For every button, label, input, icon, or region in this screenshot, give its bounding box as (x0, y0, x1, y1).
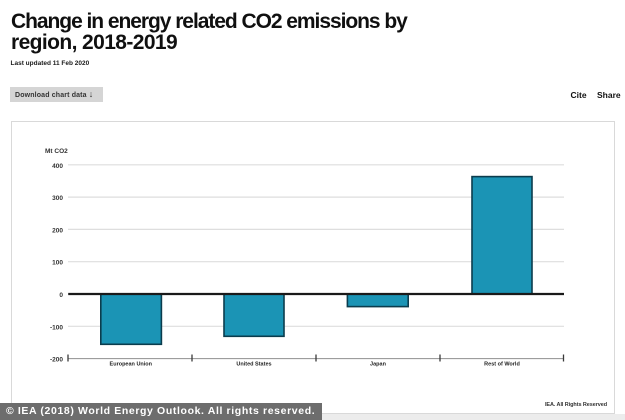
svg-text:European Union: European Union (110, 362, 153, 368)
svg-text:IEA. All Rights Reserved: IEA. All Rights Reserved (545, 402, 607, 408)
svg-text:200: 200 (52, 227, 63, 234)
svg-text:Mt CO2: Mt CO2 (45, 148, 68, 155)
svg-text:300: 300 (52, 195, 63, 202)
svg-text:400: 400 (52, 163, 63, 170)
svg-text:United States: United States (236, 362, 271, 368)
svg-text:100: 100 (52, 260, 63, 267)
svg-text:Japan: Japan (370, 362, 387, 368)
svg-text:-100: -100 (50, 324, 63, 331)
svg-text:0: 0 (59, 292, 63, 299)
svg-text:-200: -200 (50, 357, 63, 364)
svg-text:Rest of World: Rest of World (484, 362, 520, 368)
